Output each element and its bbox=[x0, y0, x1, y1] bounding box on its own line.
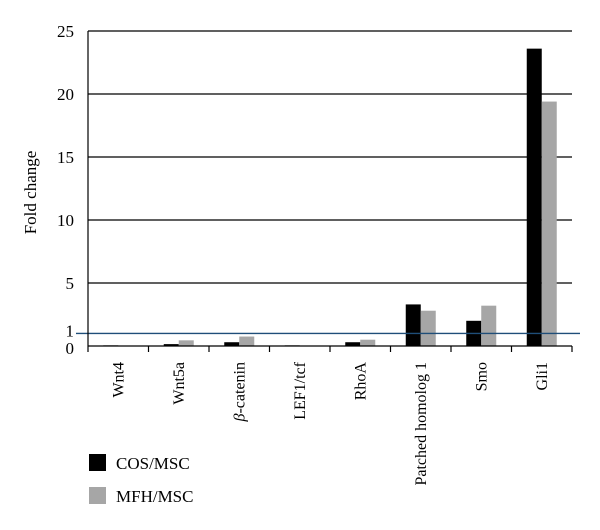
bar-mfh-msc bbox=[420, 310, 436, 346]
category-label: Wnt5a bbox=[171, 362, 188, 405]
bar-cos-msc bbox=[163, 344, 179, 346]
legend-swatch bbox=[89, 487, 106, 504]
category-label: Wnt4 bbox=[110, 362, 127, 398]
y-axis-title: Fold change bbox=[21, 151, 40, 235]
legend-label: COS/MSC bbox=[116, 454, 190, 473]
bar-mfh-msc bbox=[360, 339, 376, 346]
y-tick-label: 5 bbox=[66, 274, 75, 293]
y-tick-label: 15 bbox=[57, 148, 74, 167]
legend-swatch bbox=[89, 454, 106, 471]
y-tick-label: 20 bbox=[57, 85, 74, 104]
bar-cos-msc bbox=[224, 342, 240, 346]
gridlines bbox=[88, 30, 572, 284]
axes bbox=[87, 31, 573, 352]
bar-mfh-msc bbox=[481, 305, 497, 346]
category-label: Smo bbox=[473, 362, 490, 391]
bar-mfh-msc bbox=[178, 340, 194, 346]
bar-cos-msc bbox=[405, 304, 421, 346]
category-label: LEF1/tcf bbox=[292, 361, 309, 419]
y-tick-label: 1 bbox=[66, 321, 75, 340]
bar-cos-msc bbox=[526, 48, 542, 346]
legend: COS/MSC MFH/MSC bbox=[89, 454, 193, 506]
bars bbox=[103, 48, 557, 346]
bar-cos-msc bbox=[345, 342, 361, 346]
x-category-labels: Wnt4 Wnt5a β-catenin LEF1/tcf RhoA Patched ho… bbox=[110, 361, 551, 485]
bar-mfh-msc bbox=[239, 336, 255, 346]
category-label: RhoA bbox=[352, 362, 369, 401]
category-label: Patched homolog 1 bbox=[413, 362, 430, 486]
legend-label: MFH/MSC bbox=[116, 487, 193, 506]
category-label: Gli1 bbox=[534, 362, 551, 390]
category-label: β-catenin bbox=[231, 362, 248, 423]
y-tick-label: 25 bbox=[57, 22, 74, 41]
y-tick-label: 10 bbox=[57, 211, 74, 230]
y-tick-label: 0 bbox=[66, 339, 75, 358]
bar-mfh-msc bbox=[541, 101, 557, 346]
